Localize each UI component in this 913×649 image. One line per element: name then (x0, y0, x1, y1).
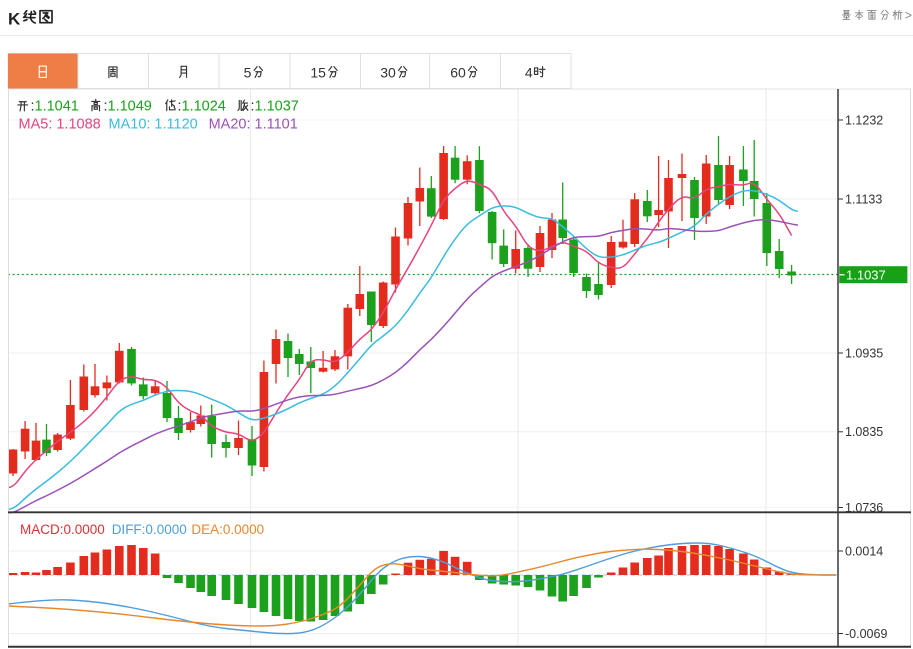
svg-text:1.0835: 1.0835 (845, 425, 883, 439)
svg-text:1.1024: 1.1024 (182, 99, 226, 115)
svg-text:DIFF:0.0000: DIFF:0.0000 (112, 522, 187, 537)
svg-text:MACD:0.0000: MACD:0.0000 (20, 522, 105, 537)
svg-text:-0.0069: -0.0069 (845, 627, 887, 641)
svg-text:1.1037: 1.1037 (255, 99, 299, 115)
svg-text:MA10: 1.1120: MA10: 1.1120 (109, 117, 198, 133)
svg-text:MA20: 1.1101: MA20: 1.1101 (209, 117, 298, 133)
svg-text::: : (104, 99, 108, 115)
svg-text:K: K (8, 10, 21, 29)
svg-text:15: 15 (310, 65, 326, 81)
svg-text:DEA:0.0000: DEA:0.0000 (191, 522, 264, 537)
svg-text:MA5: 1.1088: MA5: 1.1088 (19, 117, 101, 133)
svg-text:1.1049: 1.1049 (108, 99, 152, 115)
svg-text:1.0935: 1.0935 (845, 346, 883, 360)
svg-text:1.1037: 1.1037 (846, 268, 886, 283)
svg-text:60: 60 (450, 65, 466, 81)
svg-text:1.1133: 1.1133 (845, 192, 882, 206)
svg-text:30: 30 (380, 65, 396, 81)
svg-text::: : (31, 99, 35, 115)
svg-text:5: 5 (244, 65, 252, 81)
svg-text::: : (251, 99, 255, 115)
svg-text:1.1041: 1.1041 (35, 99, 79, 115)
svg-text:1.1232: 1.1232 (845, 113, 883, 127)
svg-text:4: 4 (525, 65, 533, 81)
svg-text:>: > (905, 9, 912, 23)
svg-text:0.0014: 0.0014 (845, 544, 883, 558)
svg-text::: : (178, 99, 182, 115)
svg-text:1.0736: 1.0736 (845, 501, 883, 515)
